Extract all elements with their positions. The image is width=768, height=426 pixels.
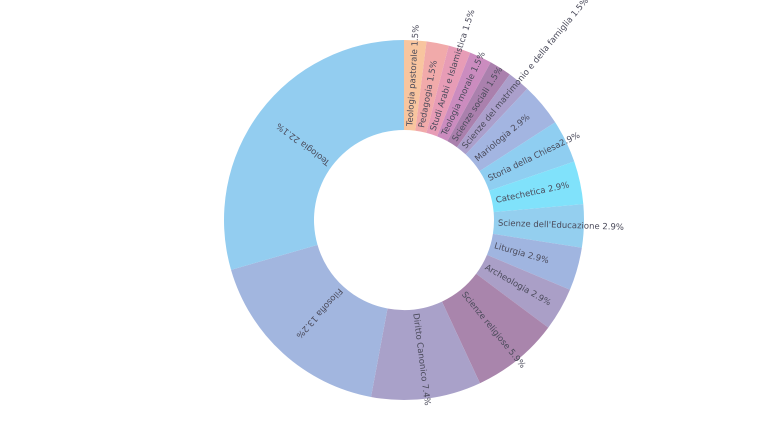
slice-studi-arabi-e-islamistica (426, 45, 471, 137)
slice-teologia-morale (437, 52, 491, 142)
slice-liturgia (486, 233, 582, 290)
slice-scienze-del-matrimonio-e-della-famiglia (456, 74, 528, 155)
slice-pedagogia (415, 41, 449, 133)
slice-catechetica (489, 161, 584, 213)
slice-scienze-dell-educazione (492, 204, 584, 248)
slice-storia-della-chiesa (479, 122, 575, 191)
slice-filosofia (231, 244, 388, 397)
slice-teologia-pastorale (404, 40, 427, 131)
slice-mariologia (465, 88, 556, 172)
slice-archeologia (476, 254, 570, 328)
slice-teologia (224, 40, 404, 270)
slice-scienze-sociali (447, 62, 510, 148)
slice-label: Scienze dell'Educazione 2.9% (498, 219, 624, 233)
slice-diritto-canonico (371, 301, 480, 400)
slice-scienze-religiose (441, 273, 549, 384)
